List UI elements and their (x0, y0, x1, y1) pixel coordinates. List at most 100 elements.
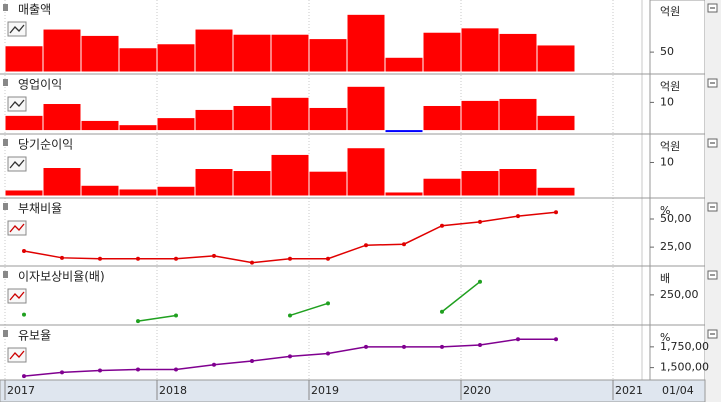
point (440, 223, 444, 228)
bar (384, 56, 424, 73)
bar (270, 96, 310, 132)
point (212, 362, 216, 367)
point (364, 243, 368, 248)
point (288, 256, 292, 261)
unit-label: 억원 (660, 140, 680, 153)
bar (4, 189, 44, 197)
point (174, 256, 178, 261)
bar (42, 103, 82, 132)
point (212, 253, 216, 258)
panel-title: 이자보상비율(배) (18, 270, 105, 284)
bar (270, 33, 310, 73)
bar (308, 38, 348, 73)
point (174, 313, 178, 318)
bar (536, 114, 576, 132)
y-tick-label: 50 (660, 45, 674, 58)
bar (42, 28, 82, 73)
point (326, 301, 330, 306)
y-tick-label: 10 (660, 155, 674, 168)
point (136, 367, 140, 372)
point (288, 354, 292, 359)
bar (194, 108, 234, 132)
panel-icon-glyph (9, 24, 25, 34)
bar (156, 185, 196, 197)
bar (308, 170, 348, 197)
unit-label: 억원 (660, 80, 680, 93)
point (402, 344, 406, 349)
point (516, 337, 520, 342)
bar (156, 117, 196, 132)
bar (536, 44, 576, 73)
bar (156, 43, 196, 73)
bar (460, 27, 500, 73)
y-tick-label: 1,750,00 (660, 340, 709, 353)
panel-title: 당기순이익 (18, 138, 73, 152)
unit-label: 억원 (660, 5, 680, 18)
panel-icon-glyph (9, 350, 25, 360)
bar (4, 45, 44, 73)
point (440, 309, 444, 314)
panel-icon-tab (3, 271, 8, 278)
bar (118, 47, 158, 73)
y-tick-label: 10 (660, 95, 674, 108)
bar (498, 168, 538, 197)
point (402, 242, 406, 247)
unit-label: % (660, 331, 670, 344)
x-axis-bar (0, 379, 706, 402)
y-tick-label: 250,00 (660, 288, 699, 301)
bar (460, 99, 500, 132)
side-strip (705, 0, 721, 402)
point (22, 374, 26, 379)
point (554, 337, 558, 342)
bar (498, 32, 538, 73)
panel-title: 유보율 (18, 329, 51, 343)
point (60, 255, 64, 260)
panel-icon-glyph (9, 99, 25, 109)
point (250, 260, 254, 265)
point (174, 367, 178, 372)
bar (80, 119, 120, 132)
bar (346, 13, 386, 73)
point (516, 214, 520, 219)
point (22, 312, 26, 317)
bar (194, 168, 234, 197)
unit-label: % (660, 204, 670, 217)
right-axis-area (649, 0, 706, 381)
bar (460, 170, 500, 197)
bar (346, 85, 386, 132)
point (326, 351, 330, 356)
bar (118, 124, 158, 132)
point (98, 256, 102, 261)
bar (498, 97, 538, 132)
bar (80, 184, 120, 197)
line (137, 281, 481, 322)
point (326, 256, 330, 261)
point (98, 368, 102, 373)
panel-icon-glyph (9, 291, 25, 301)
point (478, 279, 482, 284)
bar (384, 129, 424, 134)
x-tick-label: 2019 (311, 384, 339, 397)
point (478, 219, 482, 224)
point (22, 248, 26, 253)
bar (42, 167, 82, 197)
y-tick-label: 25,00 (660, 240, 692, 253)
x-tick-label: 2017 (7, 384, 35, 397)
bar (194, 28, 234, 73)
point (60, 370, 64, 375)
point (250, 358, 254, 363)
bar (80, 34, 120, 73)
x-tick-label: 2021 (615, 384, 643, 397)
bar (232, 104, 272, 132)
bar (270, 153, 310, 197)
panel-icon-tab (3, 79, 8, 86)
point (288, 313, 292, 318)
panel-icon-tab (3, 4, 8, 11)
unit-label: 배 (660, 272, 670, 285)
bar (232, 170, 272, 197)
point (554, 210, 558, 215)
y-tick-label: 50,00 (660, 212, 692, 225)
bar (232, 33, 272, 73)
bar (346, 147, 386, 197)
